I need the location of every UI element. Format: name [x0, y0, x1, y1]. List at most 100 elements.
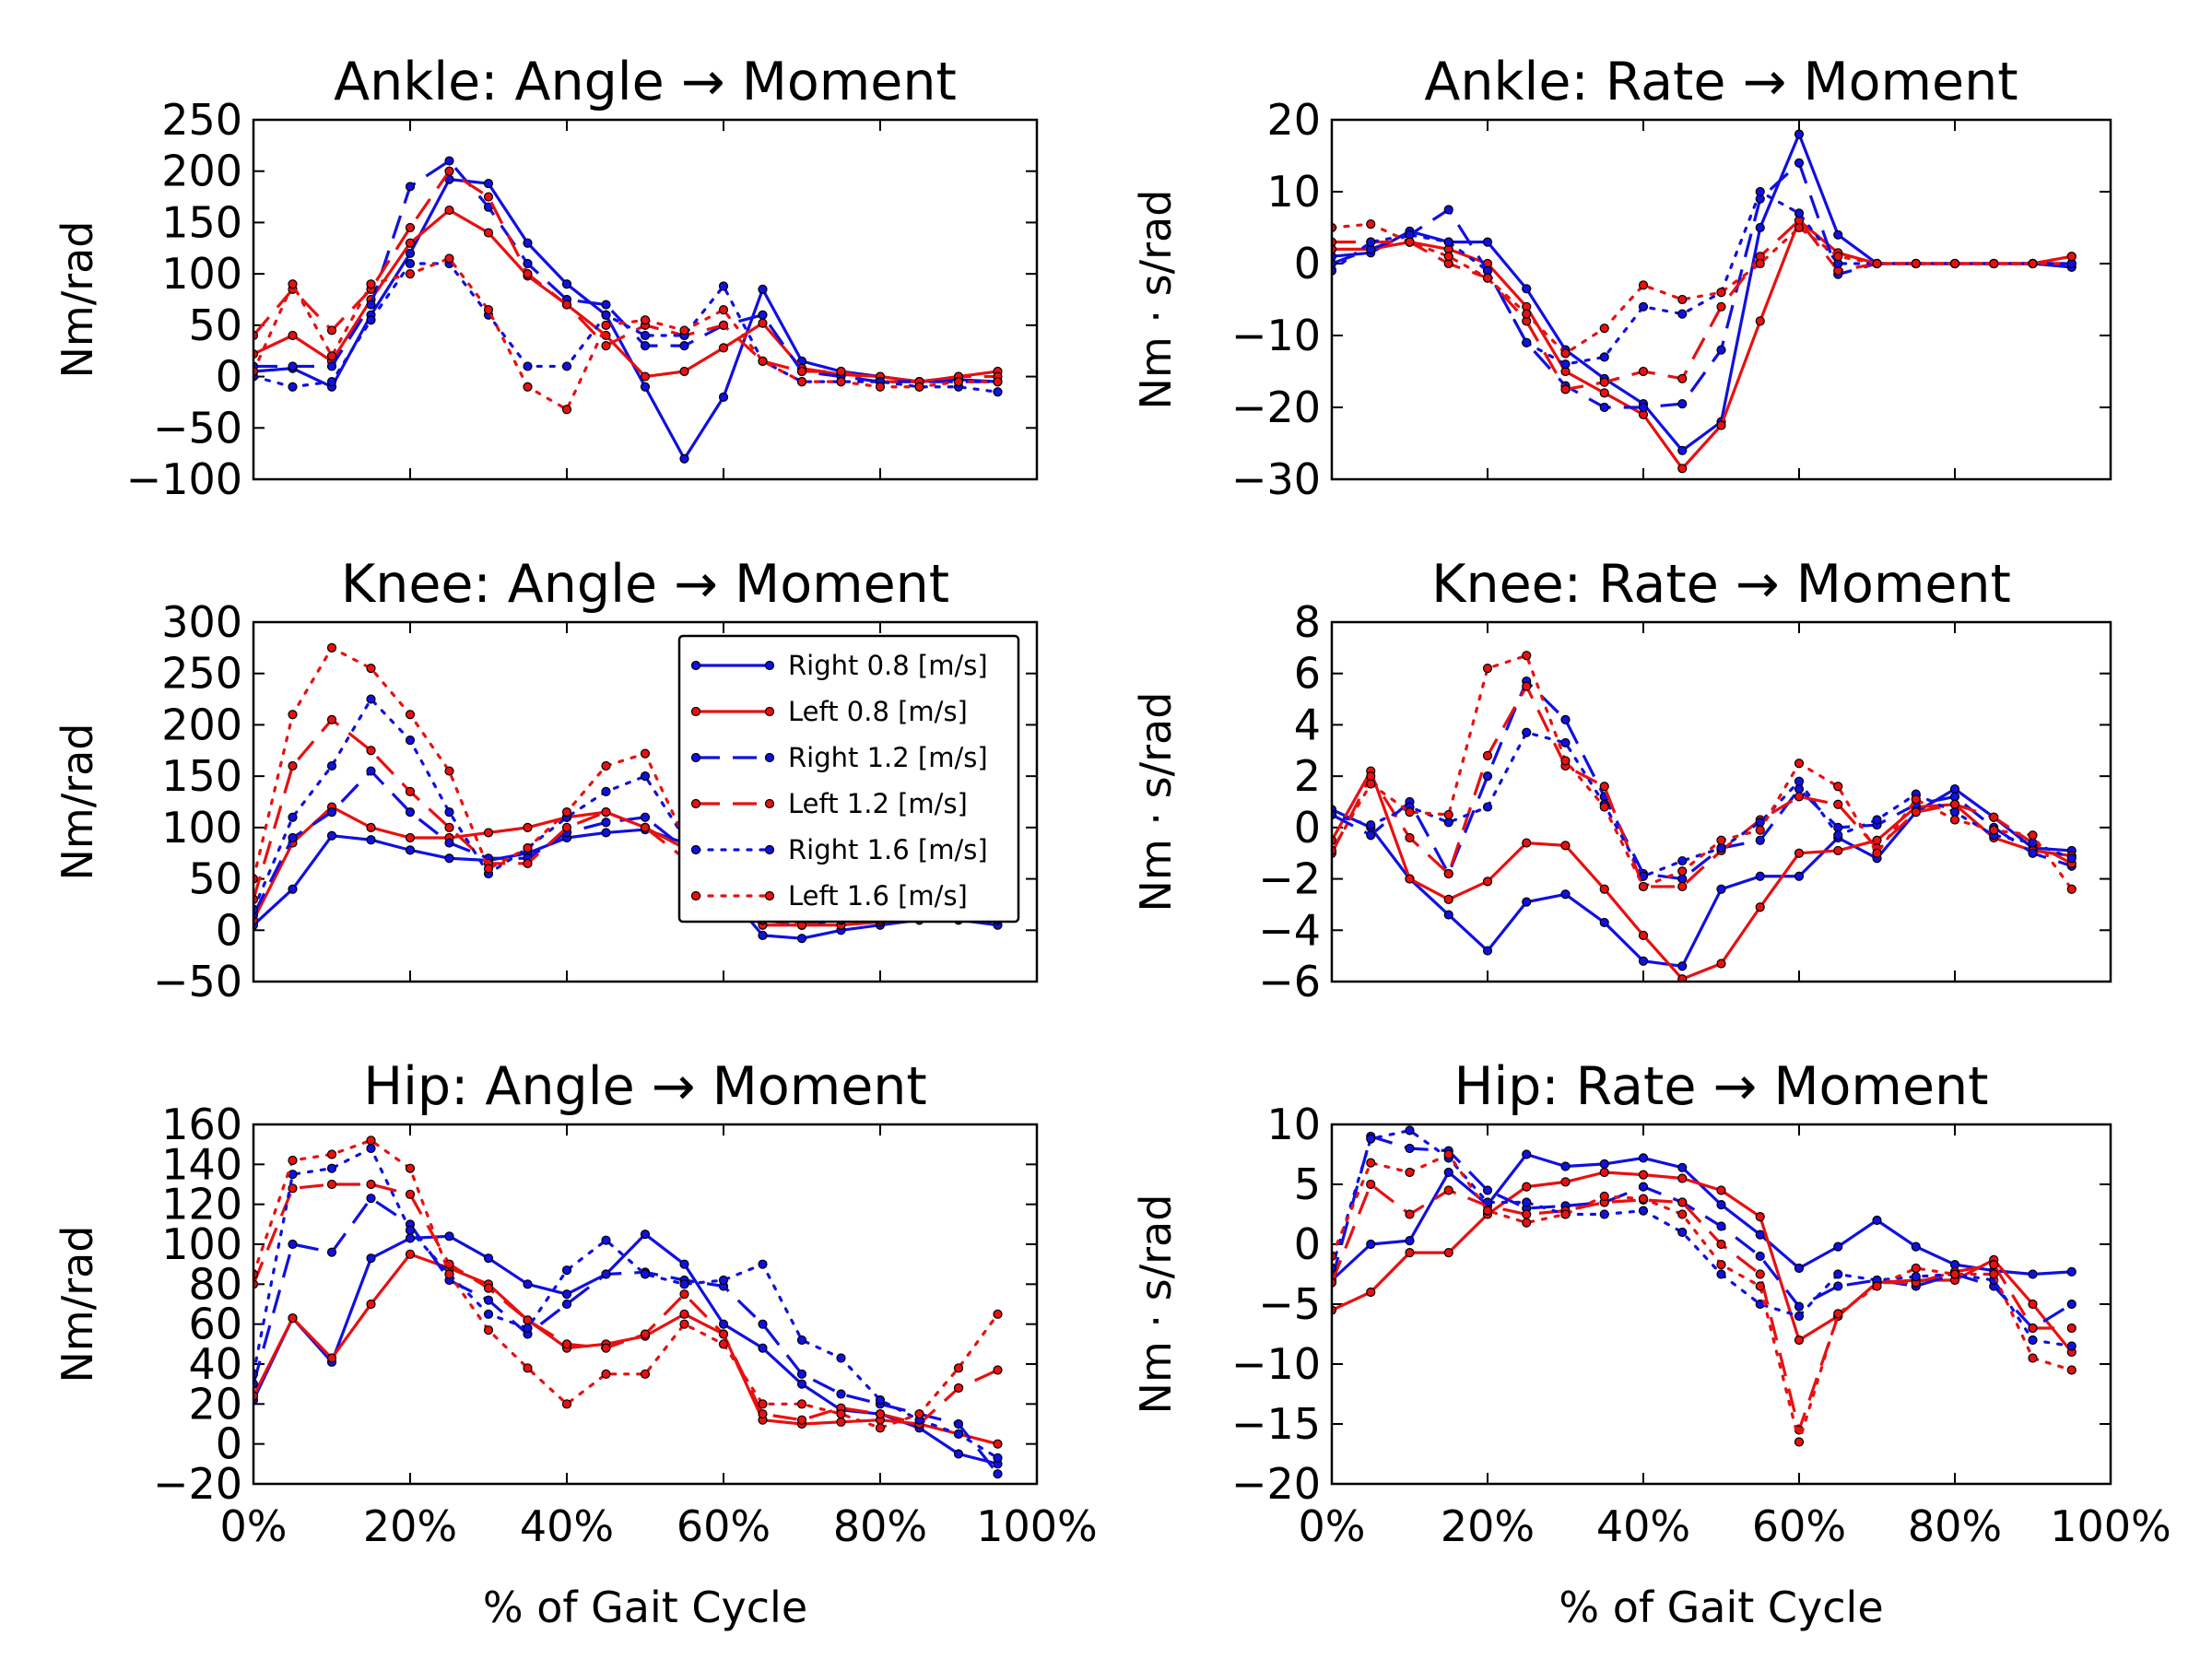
data-point	[445, 1270, 453, 1278]
data-point	[1600, 404, 1608, 412]
data-point	[1990, 813, 1998, 821]
data-point	[2067, 885, 2076, 893]
data-point	[1600, 378, 1608, 386]
data-point	[1406, 1210, 1414, 1218]
axes-frame	[1332, 622, 2111, 982]
y-tick-label: 0	[1294, 1219, 1321, 1269]
data-point	[1444, 1186, 1453, 1194]
data-point	[955, 1420, 963, 1429]
data-point	[445, 767, 453, 775]
data-point	[1834, 782, 1842, 791]
data-point	[1834, 1270, 1842, 1278]
data-point	[524, 382, 532, 391]
data-point	[837, 1418, 845, 1426]
data-point	[1795, 224, 1804, 232]
data-point	[1561, 841, 1570, 850]
data-point	[1795, 159, 1804, 167]
data-point	[1834, 846, 1842, 854]
data-point	[837, 1354, 845, 1362]
data-point	[1444, 818, 1453, 827]
data-point	[994, 1453, 1002, 1462]
data-point	[1367, 1241, 1375, 1249]
data-point	[1561, 715, 1570, 724]
data-point	[367, 300, 375, 309]
data-point	[1834, 831, 1842, 840]
legend-marker	[766, 846, 774, 854]
plot-area	[250, 157, 1003, 463]
data-point	[406, 808, 415, 817]
data-point	[1717, 1201, 1725, 1209]
data-point	[1795, 785, 1804, 794]
panel-1: Ankle: Angle → Moment Nm/rad −100−50050100…	[53, 52, 1037, 504]
data-point	[680, 454, 688, 463]
data-point	[1795, 1312, 1804, 1321]
data-point	[680, 326, 688, 335]
data-point	[1717, 302, 1725, 311]
data-point	[1834, 823, 1842, 831]
y-tick-label: 200	[161, 700, 242, 749]
data-point	[955, 378, 963, 386]
data-point	[1561, 738, 1570, 747]
data-point	[288, 1157, 297, 1165]
data-point	[1756, 826, 1764, 834]
data-point	[1367, 1288, 1375, 1297]
data-point	[1484, 947, 1492, 955]
data-point	[602, 762, 610, 771]
data-point	[1912, 260, 1920, 268]
data-point	[759, 1400, 767, 1408]
data-point	[485, 829, 493, 837]
data-point	[1640, 302, 1648, 311]
data-point	[1444, 1249, 1453, 1257]
data-point	[406, 1234, 415, 1242]
data-point	[1406, 875, 1414, 883]
data-point	[1795, 1265, 1804, 1273]
series-line-5	[1332, 192, 2072, 364]
data-point	[485, 1284, 493, 1292]
data-point	[1444, 911, 1453, 919]
data-point	[641, 1230, 650, 1239]
data-point	[1717, 1261, 1725, 1269]
data-point	[1523, 1198, 1531, 1206]
data-point	[524, 239, 532, 247]
data-point	[1561, 1178, 1570, 1186]
data-point	[720, 1330, 728, 1338]
data-point	[955, 1430, 963, 1438]
data-point	[524, 270, 532, 278]
series-line-6	[253, 258, 998, 409]
legend-marker	[692, 800, 700, 808]
data-point	[641, 372, 650, 381]
data-point	[445, 254, 453, 263]
data-point	[1484, 877, 1492, 886]
data-point	[1756, 1282, 1764, 1290]
data-point	[680, 1290, 688, 1299]
panel-6: Hip: Rate → MomentNm · s/rad% of Gait Cy…	[1131, 1056, 2171, 1632]
data-point	[406, 249, 415, 257]
data-point	[367, 1181, 375, 1189]
data-point	[524, 1280, 532, 1288]
data-point	[1717, 346, 1725, 354]
data-point	[1561, 360, 1570, 369]
data-point	[2029, 831, 2037, 840]
data-point	[406, 1250, 415, 1258]
data-point	[328, 643, 336, 652]
data-point	[1756, 224, 1764, 232]
data-point	[328, 1354, 336, 1362]
data-point	[288, 280, 297, 288]
data-point	[288, 1171, 297, 1179]
data-point	[445, 823, 453, 831]
data-point	[720, 1340, 728, 1348]
data-point	[720, 1277, 728, 1285]
series-line-5	[253, 264, 998, 392]
data-point	[406, 1226, 415, 1234]
data-point	[1523, 338, 1531, 347]
y-tick-label: 8	[1294, 597, 1321, 647]
data-point	[1600, 389, 1608, 397]
data-point	[2029, 1336, 2037, 1345]
data-point	[641, 342, 650, 350]
data-point	[1444, 870, 1453, 878]
data-point	[1523, 898, 1531, 906]
data-point	[1367, 772, 1375, 781]
data-point	[406, 270, 415, 278]
data-point	[641, 749, 650, 758]
y-tick-label: 160	[161, 1100, 242, 1149]
